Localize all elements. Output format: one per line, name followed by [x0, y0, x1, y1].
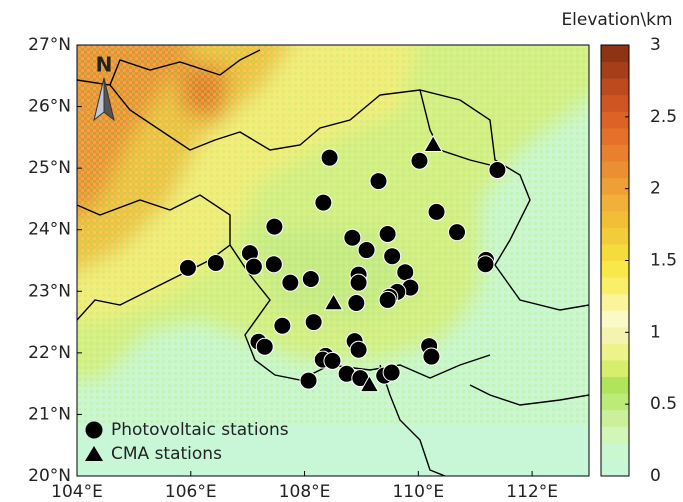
- y-tick-label: 21°N: [28, 404, 71, 424]
- north-label: N: [96, 53, 113, 77]
- legend-label: CMA stations: [111, 444, 222, 464]
- x-tick-label: 106°E: [165, 482, 217, 502]
- colorbar-segment: [601, 178, 629, 195]
- pv-station: [315, 194, 332, 211]
- colorbar-title: Elevation\km: [561, 10, 672, 30]
- pv-station: [423, 348, 440, 365]
- colorbar-segment: [601, 393, 629, 410]
- x-tick-label: 112°E: [506, 482, 558, 502]
- y-tick-label: 20°N: [28, 466, 71, 486]
- y-tick-label: 23°N: [28, 281, 71, 301]
- colorbar-segment: [601, 443, 629, 460]
- colorbar-segment: [601, 111, 629, 128]
- pv-station: [379, 291, 396, 308]
- colorbar-segment: [601, 410, 629, 427]
- colorbar-segment: [601, 377, 629, 394]
- pv-station: [449, 224, 466, 241]
- pv-station: [350, 341, 367, 358]
- pv-station: [477, 256, 494, 273]
- pv-station: [305, 314, 322, 331]
- pv-station: [300, 372, 317, 389]
- pv-station: [324, 352, 341, 369]
- colorbar-tick-label: 0: [650, 466, 661, 486]
- colorbar-segment: [601, 144, 629, 161]
- colorbar-segment: [601, 78, 629, 95]
- legend-marker: [86, 422, 103, 439]
- colorbar-tick-label: 3: [650, 35, 661, 55]
- y-tick-label: 26°N: [28, 97, 71, 117]
- colorbar-tick-label: 0.5: [650, 394, 677, 414]
- pv-station: [179, 259, 196, 276]
- pv-station: [428, 203, 445, 220]
- legend-label: Photovoltaic stations: [111, 420, 289, 440]
- colorbar-segment: [601, 261, 629, 278]
- pv-station: [207, 254, 224, 271]
- colorbar-segment: [601, 277, 629, 294]
- colorbar-segment: [601, 227, 629, 244]
- x-tick-label: 108°E: [279, 482, 331, 502]
- pv-station: [266, 218, 283, 235]
- pv-station: [379, 226, 396, 243]
- pv-station: [344, 229, 361, 246]
- pv-station: [370, 173, 387, 190]
- colorbar-segment: [601, 426, 629, 443]
- colorbar-segment: [601, 294, 629, 311]
- pv-station: [489, 161, 506, 178]
- colorbar-tick-label: 2: [650, 179, 661, 199]
- pv-station: [411, 152, 428, 169]
- colorbar-segment: [601, 343, 629, 360]
- colorbar-tick-label: 2.5: [650, 107, 677, 127]
- pv-station: [321, 149, 338, 166]
- map-figure: N 104°E106°E108°E110°E112°E20°N21°N22°N2…: [0, 0, 683, 502]
- x-tick-label: 110°E: [392, 482, 444, 502]
- pv-station: [256, 338, 273, 355]
- colorbar-segment: [601, 327, 629, 344]
- colorbar-tick-label: 1: [650, 322, 661, 342]
- pv-station: [302, 270, 319, 287]
- pv-station: [265, 256, 282, 273]
- colorbar-segment: [601, 95, 629, 112]
- colorbar-segment: [601, 62, 629, 79]
- colorbar-segment: [601, 45, 629, 62]
- elevation-background: [60, 30, 600, 476]
- y-tick-label: 22°N: [28, 343, 71, 363]
- colorbar-segment: [601, 211, 629, 228]
- colorbar-segment: [601, 360, 629, 377]
- colorbar-segment: [601, 310, 629, 327]
- pv-station: [348, 294, 365, 311]
- pv-station: [397, 264, 414, 281]
- y-tick-label: 27°N: [28, 35, 71, 55]
- pv-station: [384, 248, 401, 265]
- pv-station: [274, 317, 291, 334]
- pv-station: [350, 274, 367, 291]
- colorbar-tick-label: 1.5: [650, 251, 677, 271]
- pv-station: [383, 364, 400, 381]
- pv-station: [282, 274, 299, 291]
- colorbar-segment: [601, 459, 629, 476]
- pv-station: [358, 242, 375, 259]
- y-tick-label: 25°N: [28, 158, 71, 178]
- y-tick-label: 24°N: [28, 220, 71, 240]
- colorbar-segment: [601, 194, 629, 211]
- colorbar-segment: [601, 244, 629, 261]
- pv-station: [245, 258, 262, 275]
- colorbar-segment: [601, 128, 629, 145]
- colorbar-segment: [601, 161, 629, 178]
